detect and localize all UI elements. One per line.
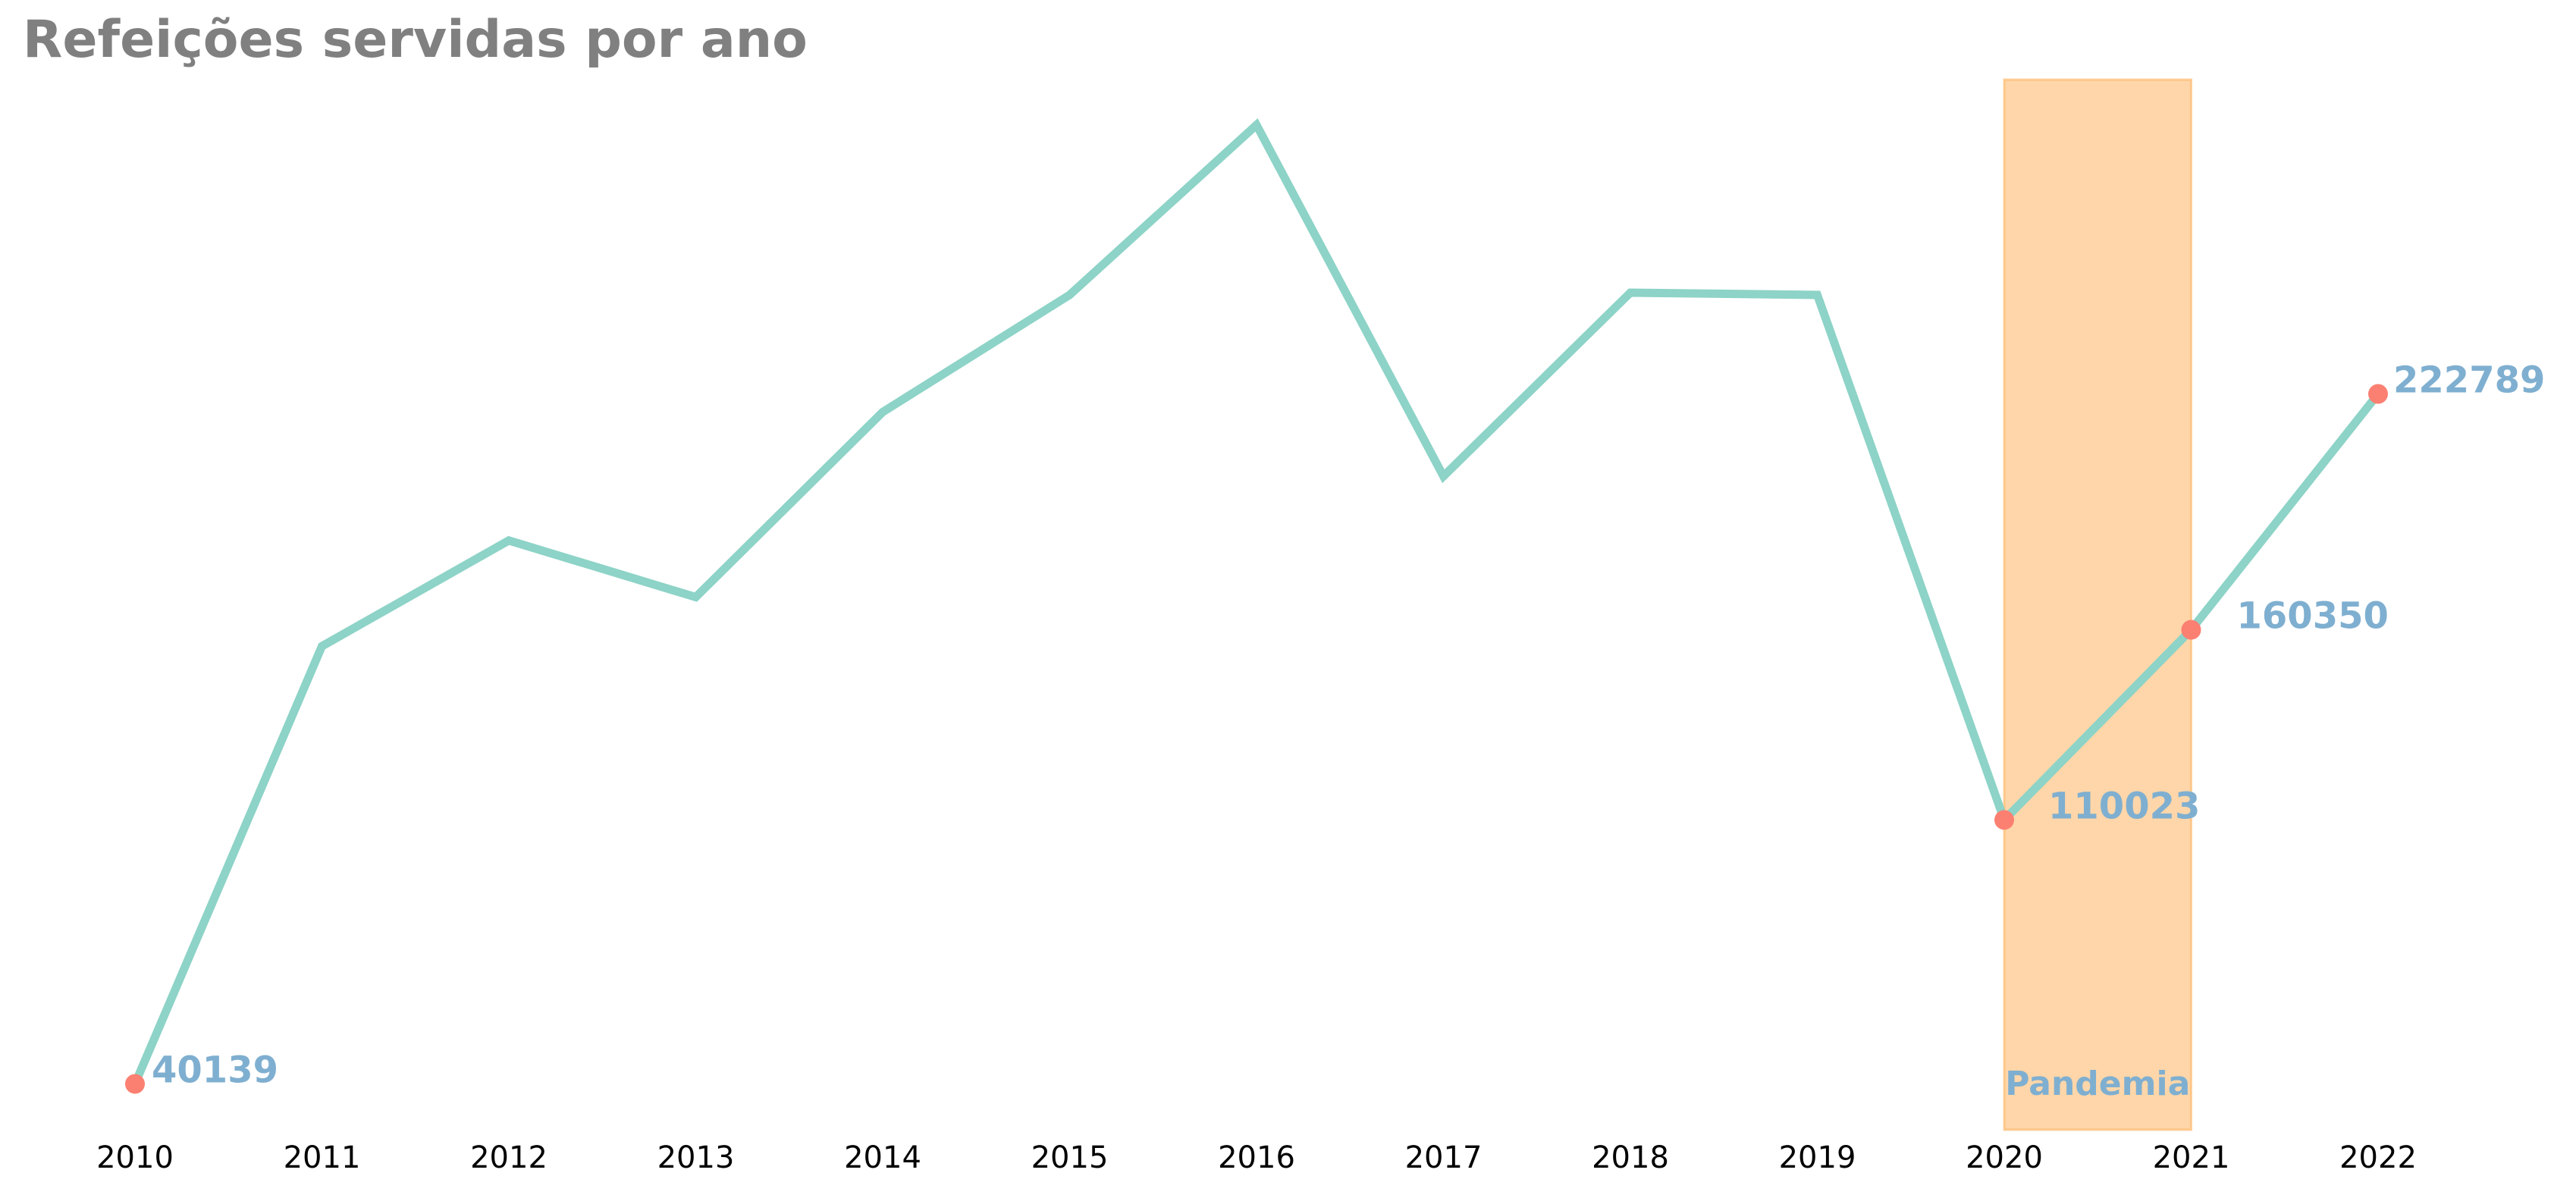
x-tick-label: 2022 (2339, 1140, 2417, 1175)
highlight-point-2010 (125, 1074, 145, 1094)
x-tick-label: 2011 (284, 1140, 361, 1175)
x-tick-label: 2018 (1592, 1140, 1669, 1175)
highlight-point-2021 (2181, 619, 2201, 640)
x-tick-label: 2015 (1031, 1140, 1109, 1175)
x-tick-label: 2016 (1218, 1140, 1295, 1175)
data-label-2021: 160350 (2237, 595, 2389, 638)
highlight-points-layer (125, 384, 2388, 1094)
x-tick-label: 2013 (657, 1140, 735, 1175)
data-label-2022: 222789 (2393, 359, 2545, 402)
highlight-point-2020 (1994, 810, 2014, 830)
x-tick-label: 2012 (470, 1140, 548, 1175)
data-labels-layer: 40139 110023 160350 222789 (152, 359, 2545, 1092)
x-tick-label: 2017 (1405, 1140, 1483, 1175)
pandemic-shaded-region (2003, 78, 2192, 1131)
x-tick-label: 2019 (1779, 1140, 1856, 1175)
pandemic-region-label: Pandemia (2005, 1065, 2190, 1103)
data-label-2020: 110023 (2048, 785, 2200, 827)
highlight-point-2022 (2368, 384, 2388, 404)
x-tick-label: 2014 (844, 1140, 921, 1175)
shaded-region-layer: Pandemia (2003, 78, 2192, 1131)
x-tick-label: 2021 (2153, 1140, 2230, 1175)
x-tick-label: 2010 (96, 1140, 174, 1175)
x-axis-ticks: 2010 2011 2012 2013 2014 2015 2016 2017 2018 2019… (96, 1140, 2417, 1175)
data-label-2010: 40139 (152, 1049, 278, 1092)
x-tick-label: 2020 (1966, 1140, 2043, 1175)
chart-title: Refeições servidas por ano (23, 10, 808, 70)
